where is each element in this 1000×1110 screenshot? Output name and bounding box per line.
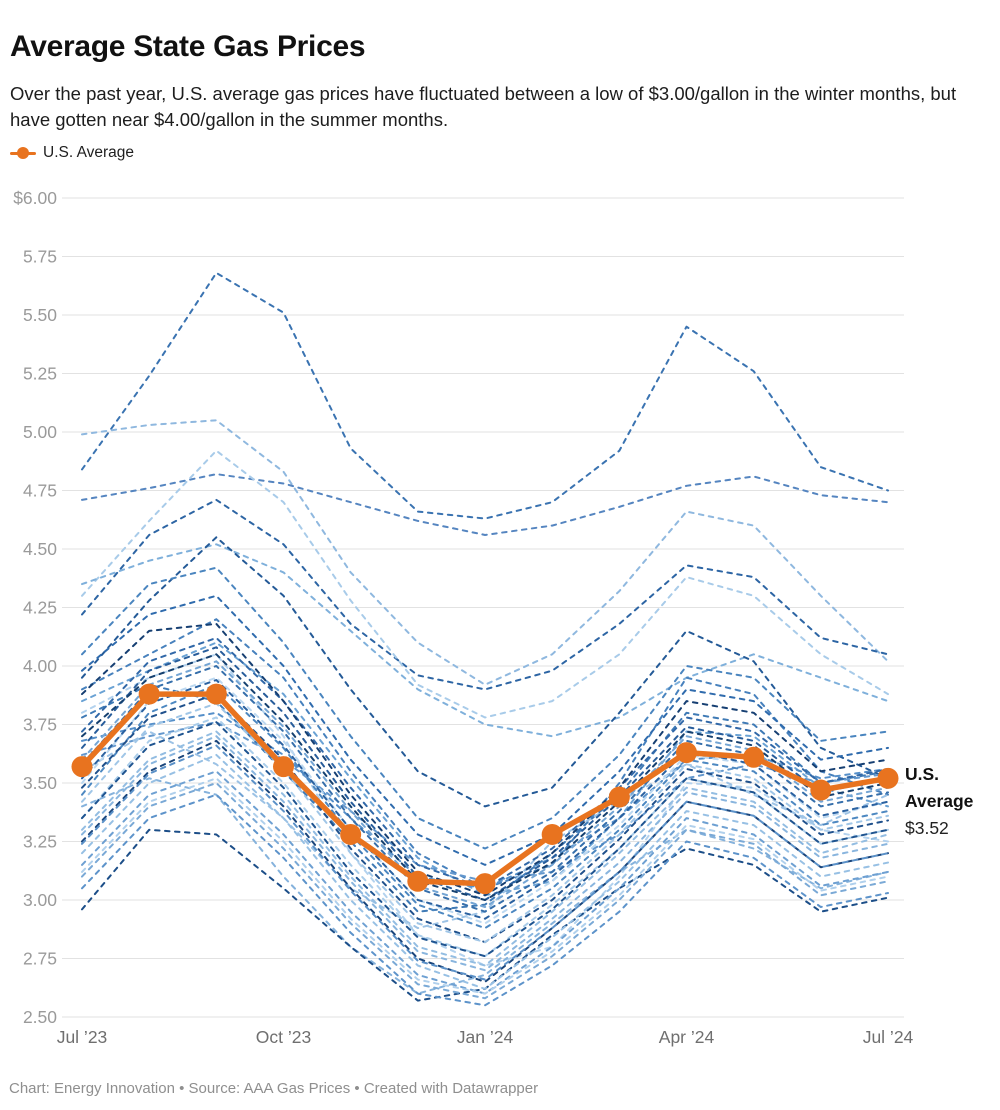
us-average-point	[676, 742, 697, 764]
state-price-line	[81, 646, 889, 901]
state-price-line	[81, 753, 889, 990]
state-price-line	[81, 683, 889, 930]
state-price-line	[81, 543, 889, 738]
state-price-line	[81, 449, 889, 719]
state-price-line	[81, 665, 889, 913]
y-axis-tick-label: 5.25	[23, 364, 57, 384]
y-axis-tick-label: 5.50	[23, 305, 57, 325]
state-price-line	[81, 660, 889, 909]
state-price-line	[81, 721, 889, 958]
state-price-line	[81, 782, 889, 1000]
y-axis-tick-label: 3.75	[23, 715, 57, 735]
y-axis-tick-label: 3.50	[23, 773, 57, 793]
us-average-point	[608, 786, 630, 808]
y-axis-tick-label: 2.50	[23, 1007, 57, 1027]
y-axis-tick-label: 5.00	[23, 422, 57, 442]
legend-label: U.S. Average	[43, 144, 135, 161]
us-average-point	[340, 823, 362, 845]
us-average-point	[205, 683, 227, 705]
state-price-line	[81, 793, 889, 1007]
x-axis-tick-label: Jul ’23	[57, 1027, 108, 1047]
us-average-point	[71, 756, 93, 778]
state-price-line	[81, 653, 889, 901]
state-price-line	[81, 777, 889, 995]
state-price-line	[81, 716, 889, 958]
us-average-point	[273, 756, 294, 778]
y-axis-tick-label: 3.00	[23, 890, 57, 910]
x-axis-tick-label: Jan ’24	[457, 1027, 514, 1047]
chart-description: Over the past year, U.S. average gas pri…	[10, 82, 957, 130]
y-axis-tick-label: 4.00	[23, 656, 57, 676]
page-title: Average State Gas Prices	[10, 30, 366, 64]
y-axis-tick-label: 2.75	[23, 949, 57, 969]
us-average-point	[743, 746, 765, 768]
state-price-line	[81, 536, 889, 808]
series-end-label: U.S. Average $3.52	[905, 761, 995, 842]
state-price-line	[81, 739, 889, 983]
x-axis-tick-label: Apr ’24	[659, 1027, 715, 1047]
state-price-line	[81, 594, 889, 866]
x-axis-tick-label: Jul ’24	[863, 1027, 914, 1047]
us-average-point	[810, 779, 832, 801]
us-average-point	[407, 870, 429, 892]
series-end-label-line1: U.S.	[905, 764, 940, 784]
us-average-point	[138, 683, 160, 705]
series-end-value: $3.52	[905, 818, 949, 838]
y-axis-tick-label: 3.25	[23, 832, 57, 852]
state-price-line	[81, 777, 889, 995]
y-axis-tick-label: 4.50	[23, 539, 57, 559]
y-axis-tick-label: 4.25	[23, 598, 57, 618]
x-axis-tick-label: Oct ’23	[256, 1027, 311, 1047]
state-price-line	[81, 622, 889, 897]
state-price-line	[81, 735, 889, 972]
y-axis-tick-label: 4.75	[23, 481, 57, 501]
attribution-footer: Chart: Energy Innovation • Source: AAA G…	[9, 1080, 539, 1097]
state-price-line	[81, 498, 889, 691]
legend: U.S. Average	[10, 144, 134, 162]
state-price-line	[81, 566, 889, 850]
us-average-point	[474, 873, 496, 895]
us-average-legend-marker-icon	[10, 147, 36, 159]
state-price-line	[81, 271, 889, 520]
state-price-line	[81, 744, 889, 981]
state-price-line	[81, 618, 889, 890]
state-price-line	[81, 419, 889, 686]
y-axis-tick-label: $6.00	[13, 188, 57, 208]
state-price-line	[81, 730, 889, 967]
y-axis-tick-label: 5.75	[23, 247, 57, 267]
series-end-label-line2: Average	[905, 791, 974, 811]
us-average-point	[541, 823, 563, 845]
us-average-point	[877, 767, 899, 789]
state-price-line	[81, 473, 889, 536]
